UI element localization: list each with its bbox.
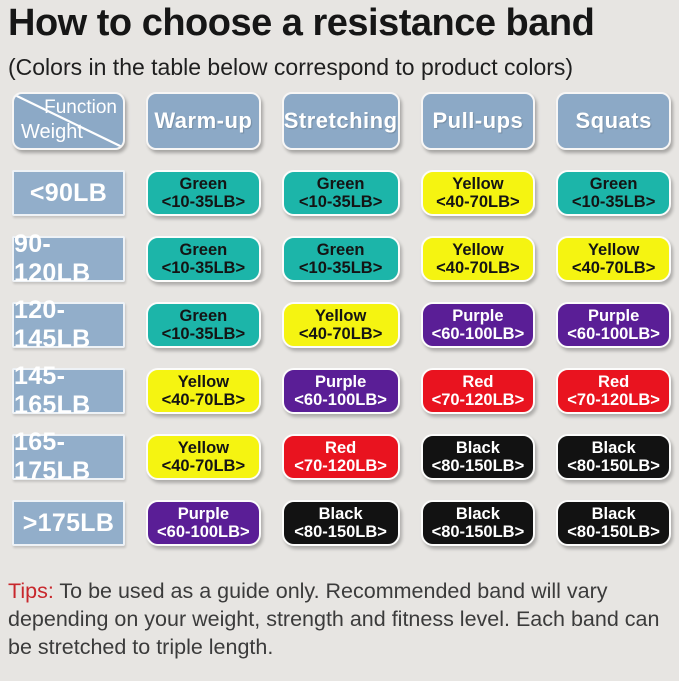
band-color-name: Purple (452, 306, 504, 325)
band-color-name: Red (598, 372, 630, 391)
band-weight-range: <10-35LB> (298, 259, 383, 277)
band-cell: Purple <60-100LB> (146, 500, 261, 546)
band-color-name: Purple (587, 306, 640, 325)
column-header-squats: Squats (556, 92, 671, 150)
band-cell: Purple <60-100LB> (281, 368, 400, 414)
band-cell: Black <80-150LB> (420, 434, 536, 480)
band-weight-range: <80-150LB> (431, 457, 525, 475)
row-label-145-165lb: 145-165LB (12, 362, 125, 419)
row-label-under-90lb: <90LB (12, 170, 125, 216)
corner-header-cell: Function Weight (12, 92, 125, 150)
band-weight-range: <40-70LB> (436, 259, 520, 277)
band-cell: Yellow <40-70LB> (420, 236, 536, 282)
band-weight-range: <40-70LB> (298, 325, 383, 343)
band-weight-range: <80-150LB> (294, 523, 387, 541)
band-cell: Yellow <40-70LB> (281, 302, 400, 348)
band-color-name: Green (179, 306, 228, 325)
band-cell: Red <70-120LB> (556, 368, 671, 414)
band-color-name: Yellow (587, 240, 640, 259)
band-color-name: Green (316, 240, 365, 259)
corner-function-label: Function (44, 97, 117, 118)
band-color-name: Yellow (314, 306, 367, 325)
band-selection-table: Function Weight Warm-up Stretching Pull-… (12, 92, 671, 546)
diagonal-divider (14, 94, 123, 148)
band-weight-range: <60-100LB> (157, 523, 250, 541)
band-color-name: Yellow (177, 438, 230, 457)
band-cell: Purple <60-100LB> (420, 302, 536, 348)
band-weight-range: <70-120LB> (431, 391, 525, 409)
tips-text: To be used as a guide only. Recommended … (8, 579, 660, 659)
band-cell: Green <10-35LB> (281, 170, 400, 216)
band-cell: Yellow <40-70LB> (420, 170, 536, 216)
band-weight-range: <10-35LB> (298, 193, 383, 211)
band-color-name: Green (179, 240, 228, 259)
band-color-name: Yellow (177, 372, 230, 391)
band-cell: Black <80-150LB> (556, 434, 671, 480)
corner-weight-label: Weight (21, 121, 83, 143)
band-weight-range: <80-150LB> (567, 523, 660, 541)
band-weight-range: <80-150LB> (431, 523, 525, 541)
band-cell: Yellow <40-70LB> (146, 368, 261, 414)
band-color-name: Black (318, 504, 363, 523)
band-cell: Green <10-35LB> (281, 236, 400, 282)
band-cell: Green <10-35LB> (146, 170, 261, 216)
band-cell: Green <10-35LB> (146, 302, 261, 348)
tips-label: Tips: (8, 579, 54, 603)
band-color-name: Red (462, 372, 494, 391)
band-weight-range: <10-35LB> (571, 193, 656, 211)
tips-note: Tips: To be used as a guide only. Recomm… (8, 577, 669, 661)
band-cell: Red <70-120LB> (420, 368, 536, 414)
band-weight-range: <10-35LB> (161, 193, 246, 211)
row-label-90-120lb: 90-120LB (12, 230, 125, 287)
band-weight-range: <10-35LB> (161, 259, 246, 277)
row-label-120-145lb: 120-145LB (12, 296, 125, 353)
band-color-name: Green (179, 174, 228, 193)
band-weight-range: <80-150LB> (567, 457, 660, 475)
band-weight-range: <40-70LB> (436, 193, 520, 211)
band-weight-range: <60-100LB> (431, 325, 525, 343)
band-cell: Purple <60-100LB> (556, 302, 671, 348)
band-color-name: Red (325, 438, 357, 457)
band-cell: Red <70-120LB> (281, 434, 400, 480)
band-color-name: Black (455, 438, 500, 457)
band-weight-range: <60-100LB> (294, 391, 387, 409)
page-subtitle: (Colors in the table below correspond to… (8, 54, 574, 80)
band-color-name: Black (591, 438, 636, 457)
band-color-name: Yellow (452, 174, 504, 193)
band-cell: Yellow <40-70LB> (556, 236, 671, 282)
band-cell: Black <80-150LB> (420, 500, 536, 546)
band-color-name: Purple (314, 372, 367, 391)
band-weight-range: <60-100LB> (567, 325, 660, 343)
row-label-over-175lb: >175LB (12, 500, 125, 546)
column-header-stretching: Stretching (281, 92, 400, 150)
band-color-name: Black (591, 504, 636, 523)
column-header-pull-ups: Pull-ups (420, 92, 536, 150)
band-color-name: Yellow (452, 240, 504, 259)
band-weight-range: <40-70LB> (571, 259, 656, 277)
band-color-name: Black (455, 504, 500, 523)
band-cell: Yellow <40-70LB> (146, 434, 261, 480)
band-color-name: Purple (177, 504, 230, 523)
column-header-warm-up: Warm-up (146, 92, 261, 150)
band-color-name: Green (589, 174, 638, 193)
band-cell: Black <80-150LB> (556, 500, 671, 546)
row-label-165-175lb: 165-175LB (12, 428, 125, 485)
page-title: How to choose a resistance band (8, 2, 595, 44)
band-weight-range: <40-70LB> (161, 391, 246, 409)
band-cell: Black <80-150LB> (281, 500, 400, 546)
band-weight-range: <70-120LB> (294, 457, 387, 475)
band-weight-range: <10-35LB> (161, 325, 246, 343)
band-weight-range: <70-120LB> (567, 391, 660, 409)
band-cell: Green <10-35LB> (556, 170, 671, 216)
band-color-name: Green (316, 174, 365, 193)
band-cell: Green <10-35LB> (146, 236, 261, 282)
band-weight-range: <40-70LB> (161, 457, 246, 475)
